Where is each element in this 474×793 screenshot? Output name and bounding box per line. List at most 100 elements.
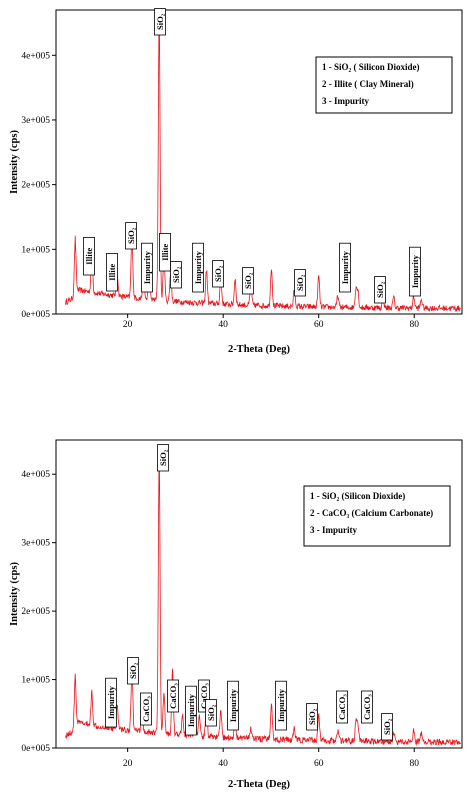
x-axis-title: 2-Theta (Deg) — [228, 779, 291, 790]
y-tick-label: 0e+005 — [21, 310, 50, 320]
peak-label-box — [409, 246, 421, 297]
peak-label-box — [159, 233, 171, 272]
peak-label-text: Impurity — [142, 250, 152, 284]
peak-label-box — [212, 260, 224, 288]
x-tick-label: 40 — [218, 759, 228, 769]
peak-label-box — [361, 690, 373, 724]
y-tick-label: 1e+005 — [21, 676, 50, 686]
chart-panel-2: 0e+005 1e+005 2e+005 3e+005 4e+005 20 40 60 80 2-… — [9, 439, 463, 790]
peak-label-text: SiO₂ — [307, 708, 317, 725]
peak-label: Impurity — [339, 242, 351, 293]
peak-label: SiO₂ — [294, 269, 306, 297]
peak-label-text: CaCO₃ — [141, 696, 151, 722]
peak-label: Impurity — [185, 685, 197, 736]
peak-label-text: SiO₂ — [243, 272, 253, 289]
y-tick-label: 4e+005 — [21, 51, 50, 61]
peak-label-box — [374, 276, 386, 304]
chart-panel-1: 0e+005 1e+005 2e+005 3e+005 4e+005 20 40 60 80 2-… — [9, 8, 463, 355]
peak-label: Impurity — [141, 242, 153, 293]
legend-entry: 3 - Impurity — [322, 96, 369, 106]
y-tick-label: 4e+005 — [21, 470, 50, 480]
y-tick-label: 2e+005 — [21, 607, 50, 617]
peak-label: SiO₂ — [212, 260, 224, 288]
x-axis-title: 2-Theta (Deg) — [228, 344, 291, 355]
peak-label-text: Impurity — [228, 688, 238, 722]
peak-label: Impurity — [409, 246, 421, 297]
peak-label-text: CaCO₃ — [168, 683, 178, 709]
plot-frame — [55, 439, 463, 749]
peak-label-box — [167, 679, 179, 713]
peak-label-text: SiO₂ — [206, 704, 216, 721]
peak-label-box — [154, 8, 166, 36]
legend-box — [303, 485, 451, 547]
peak-label-text: Impurity — [186, 693, 196, 727]
peak-label-text: SiO₂ — [128, 662, 138, 679]
peak-label-text: Impurity — [276, 688, 286, 722]
peak-label-text: SiO₂ — [213, 265, 223, 282]
peak-label-text: Impurity — [193, 250, 203, 284]
peak-label-text: Impurity — [106, 685, 116, 719]
legend-entry: 2 - Illite ( Clay Mineral) — [322, 79, 414, 89]
y-tick-label: 3e+005 — [21, 116, 50, 126]
peak-label: CaCO₃ — [336, 690, 348, 724]
peak-label-box — [381, 713, 393, 741]
peak-label: CaCO₃ — [167, 679, 179, 713]
y-tick-label: 2e+005 — [21, 181, 50, 191]
peak-label: SiO₂ — [157, 444, 169, 472]
peak-label: Impurity — [192, 242, 204, 293]
y-axis-title: Intensity (cps) — [9, 562, 20, 626]
peak-label: Impurity — [275, 680, 287, 731]
peak-label-box — [83, 237, 95, 276]
peak-label-box — [140, 692, 152, 726]
legend: 1 - SiO₂ (Silicon Dioxide) 2 - CaCO₃ (Cal… — [303, 485, 451, 547]
peak-label: SiO₂ — [242, 267, 254, 295]
x-tick-label: 20 — [123, 759, 133, 769]
peak-label: Impurity — [227, 680, 239, 731]
peak-label-box — [192, 242, 204, 293]
peak-label-box — [141, 242, 153, 293]
peak-label-box — [127, 657, 139, 685]
peak-label-box — [157, 444, 169, 472]
legend-entry: 1 - SiO₂ (Silicon Dioxide) — [310, 491, 405, 501]
peak-label: SiO₂ — [154, 8, 166, 36]
y-tick-label: 1e+005 — [21, 245, 50, 255]
peak-label-box — [170, 261, 182, 289]
peak-label: CaCO₃ — [140, 692, 152, 726]
peak-label-text: CaCO₃ — [362, 694, 372, 720]
peak-label-box — [106, 253, 118, 292]
legend-entry: 3 - Impurity — [310, 525, 357, 535]
y-tick-label: 3e+005 — [21, 539, 50, 549]
peak-label-box — [339, 242, 351, 293]
peak-label-text: CaCO₃ — [199, 683, 209, 709]
peak-label: SiO₂ — [125, 222, 137, 250]
peak-label-text: SiO₂ — [171, 266, 181, 283]
peak-label-text: Illite — [160, 243, 170, 260]
peak-label: SiO₂ — [205, 699, 217, 727]
y-tick-label: 0e+005 — [21, 744, 50, 754]
legend: 1 - SiO₂ ( Silicon Dioxide) 2 - Illite ( … — [315, 56, 453, 114]
peak-label: Illite — [106, 253, 118, 292]
peak-label-text: SiO₂ — [382, 718, 392, 735]
peak-label-text: Impurity — [410, 254, 420, 288]
peak-label-box — [205, 699, 217, 727]
x-tick-label: 20 — [123, 320, 133, 330]
peak-label-text: Impurity — [340, 250, 350, 284]
y-axis-title: Intensity (cps) — [9, 130, 20, 194]
peak-label-box — [242, 267, 254, 295]
peak-label: SiO₂ — [381, 713, 393, 741]
peak-label-box — [105, 677, 117, 728]
peak-label: SiO₂ — [170, 261, 182, 289]
peak-label-box — [275, 680, 287, 731]
x-tick-label: 80 — [409, 320, 419, 330]
peak-label-text: SiO₂ — [155, 13, 165, 30]
legend-box — [315, 56, 453, 114]
peak-label-box — [227, 680, 239, 731]
peak-label: CaCO₃ — [361, 690, 373, 724]
peak-label: SiO₂ — [127, 657, 139, 685]
x-tick-label: 80 — [409, 759, 419, 769]
peak-label-box — [125, 222, 137, 250]
peak-label: SiO₂ — [374, 276, 386, 304]
peak-label-text: Illite — [107, 263, 117, 280]
x-tick-label: 60 — [314, 759, 324, 769]
